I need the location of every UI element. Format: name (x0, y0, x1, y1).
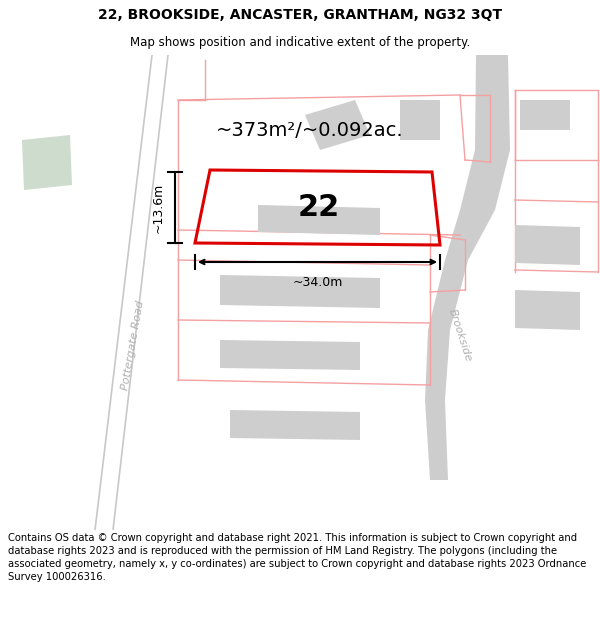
Polygon shape (220, 275, 380, 308)
Text: ~13.6m: ~13.6m (152, 182, 165, 232)
Text: ~373m²/~0.092ac.: ~373m²/~0.092ac. (216, 121, 404, 139)
Text: Map shows position and indicative extent of the property.: Map shows position and indicative extent… (130, 36, 470, 49)
Polygon shape (400, 100, 440, 140)
Text: Contains OS data © Crown copyright and database right 2021. This information is : Contains OS data © Crown copyright and d… (8, 533, 586, 582)
Text: 22: 22 (298, 193, 340, 222)
Text: Pottergate Road: Pottergate Road (120, 299, 146, 391)
Polygon shape (305, 100, 370, 150)
Text: Brookside: Brookside (447, 308, 473, 362)
Polygon shape (520, 100, 570, 130)
Polygon shape (230, 410, 360, 440)
Polygon shape (258, 205, 380, 235)
Text: ~34.0m: ~34.0m (292, 276, 343, 289)
Polygon shape (220, 340, 360, 370)
Polygon shape (22, 135, 72, 190)
Polygon shape (515, 225, 580, 265)
Text: 22, BROOKSIDE, ANCASTER, GRANTHAM, NG32 3QT: 22, BROOKSIDE, ANCASTER, GRANTHAM, NG32 … (98, 8, 502, 22)
Polygon shape (515, 290, 580, 330)
Polygon shape (425, 55, 510, 480)
